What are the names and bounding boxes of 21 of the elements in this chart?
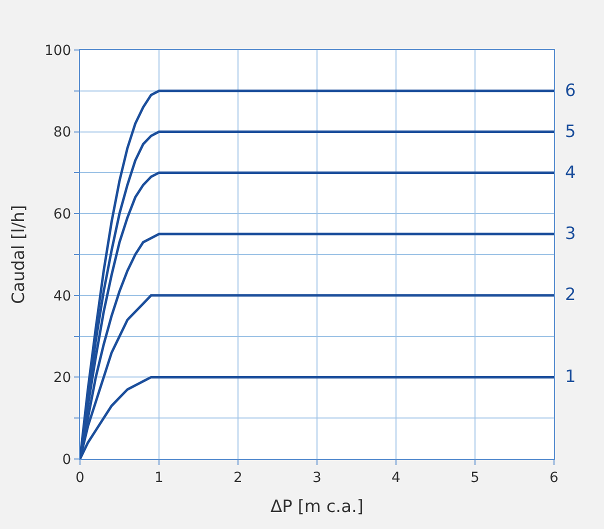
series-label: 1: [565, 367, 576, 387]
y-tick-label: 80: [53, 124, 72, 141]
series-label: 4: [565, 163, 576, 183]
x-tick-label: 4: [392, 470, 401, 486]
x-tick-label: 3: [312, 470, 322, 486]
x-tick-label: 1: [154, 470, 164, 486]
y-tick-label: 40: [53, 288, 72, 304]
series-label: 5: [565, 122, 576, 142]
y-tick-label: 100: [44, 42, 72, 59]
y-tick-label: 20: [53, 370, 72, 386]
y-axis-title: Caudal [l/h]: [9, 205, 30, 304]
x-axis-title: ΔP [m c.a.]: [270, 497, 364, 518]
y-tick-label: 60: [53, 206, 72, 222]
x-tick-label: 0: [76, 470, 84, 486]
series-label: 3: [565, 224, 576, 244]
x-tick-label: 6: [550, 470, 559, 486]
y-tick-label: 0: [62, 452, 72, 468]
x-tick-label: 2: [234, 470, 242, 486]
series-label: 2: [565, 285, 576, 305]
series-label: 6: [565, 81, 576, 101]
x-tick-label: 5: [470, 470, 480, 486]
